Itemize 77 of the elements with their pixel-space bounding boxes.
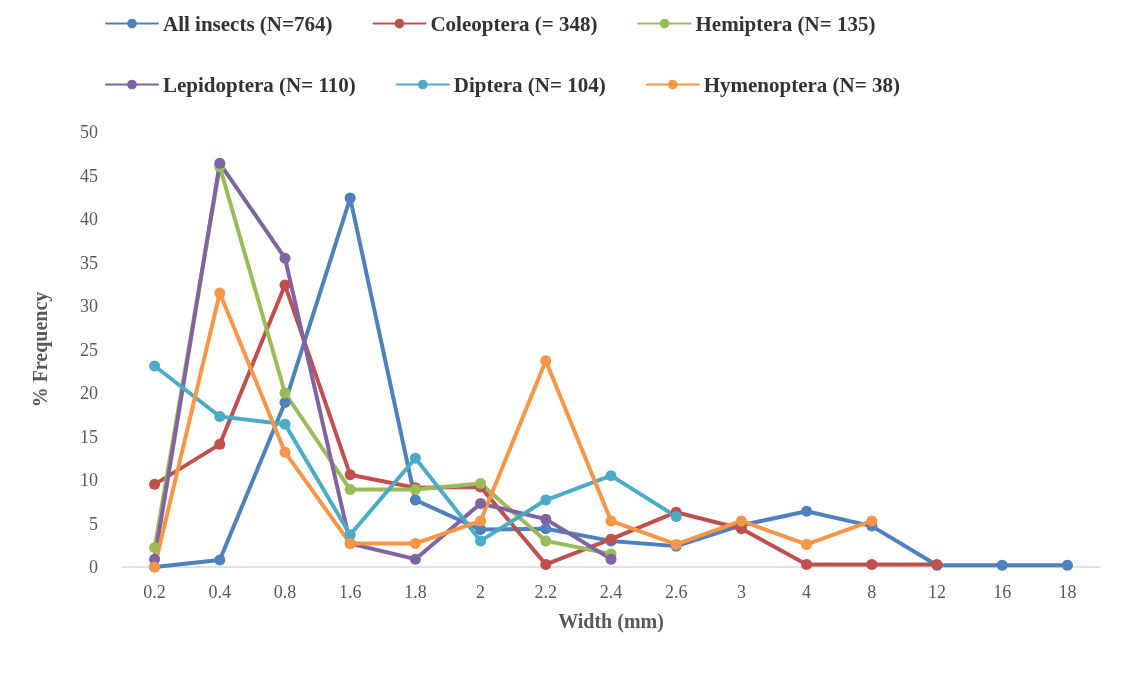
x-tick-label: 3 [736,582,746,602]
x-tick-label: 2.6 [664,582,688,602]
point [279,446,291,458]
point [279,279,291,291]
point [605,553,617,565]
point [214,410,226,422]
y-axis-title: % Frequency [29,291,52,408]
y-tick-label: 5 [89,513,98,534]
point [214,554,226,566]
y-tick-label: 40 [80,209,98,229]
point [1061,559,1073,571]
x-tick-label: 1.8 [404,582,427,602]
point [801,558,813,570]
point [801,505,813,517]
point [996,559,1008,571]
x-tick-label: 1.6 [338,582,362,602]
y-tick-label: 10 [80,470,98,490]
y-tick-label: 25 [80,339,98,360]
point [866,515,878,527]
y-tick-label: 35 [80,252,98,273]
point [344,192,356,204]
point [409,452,421,464]
x-tick-label: 12 [928,582,946,602]
point [866,558,878,570]
y-tick-label: 45 [80,165,98,186]
point [540,558,552,570]
x-tick-label: 18 [1058,582,1077,602]
point [344,469,356,481]
point [605,515,617,527]
point [344,484,356,496]
x-tick-label: 2.4 [599,582,623,602]
point [605,470,617,482]
point [409,538,421,550]
point [735,515,747,527]
point [475,497,487,509]
point [475,515,487,527]
point [540,494,552,506]
point [214,438,226,450]
x-tick-label: 0.4 [208,582,232,602]
x-tick-label: 8 [867,582,877,602]
y-tick-label: 0 [89,557,98,577]
legend-label: Diptera (N= 104) [453,72,606,97]
point [149,360,161,372]
point [540,535,552,547]
x-axis-title: Width (mm) [558,610,664,633]
y-tick-label: 30 [80,296,98,316]
point [149,478,161,490]
point [475,477,487,489]
x-tick-label: 4 [802,582,812,602]
legend-label: Coleoptera (= 348) [430,11,598,36]
legend-label: Hymenoptera (N= 38) [703,72,900,97]
point [801,538,813,550]
point [540,355,552,367]
x-tick-label: 0.2 [143,582,166,602]
x-tick-label: 0.8 [273,582,297,602]
y-tick-label: 20 [80,383,98,403]
y-tick-label: 50 [80,122,98,142]
point [279,387,291,399]
legend-label: Lepidoptera (N= 110) [163,72,356,97]
point [279,252,291,264]
x-tick-label: 16 [993,582,1012,602]
point [149,542,161,554]
point [409,494,421,506]
legend-label: All insects (N=764) [163,11,333,36]
point [540,513,552,525]
point [214,157,226,169]
x-tick-label: 2.2 [534,582,558,602]
x-tick-label: 2 [476,582,486,602]
legend-label: Hemiptera (N= 135) [695,11,876,36]
point [540,523,552,535]
point [214,287,226,299]
point [279,418,291,430]
point [670,511,682,523]
point [409,553,421,565]
point [475,535,487,547]
y-tick-label: 15 [80,426,98,447]
point [279,397,291,409]
